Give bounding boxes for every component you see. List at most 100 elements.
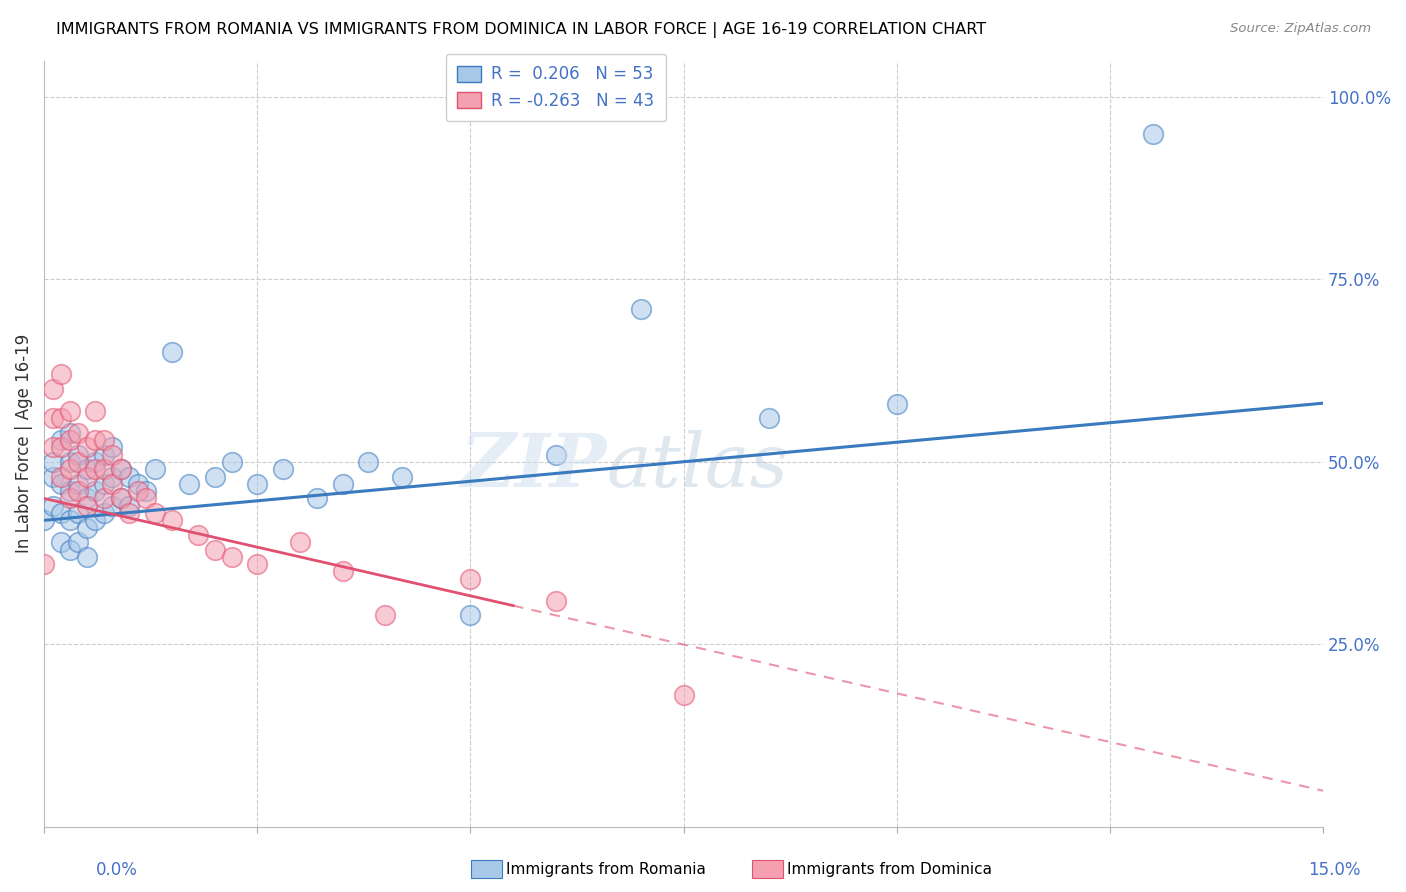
Point	[1142, 127, 1164, 141]
Point	[160, 513, 183, 527]
Point	[76, 441, 98, 455]
Point	[41, 455, 63, 469]
Point	[84, 433, 107, 447]
Point	[41, 411, 63, 425]
Point	[101, 441, 124, 455]
Point	[143, 506, 166, 520]
Point	[51, 506, 73, 520]
Point	[886, 396, 908, 410]
Point	[101, 469, 124, 483]
Point	[93, 476, 115, 491]
Point	[93, 448, 115, 462]
Point	[93, 433, 115, 447]
Point	[305, 491, 328, 506]
Point	[76, 521, 98, 535]
Point	[51, 469, 73, 483]
Point	[187, 528, 209, 542]
Point	[110, 491, 132, 506]
Point	[59, 455, 82, 469]
Point	[93, 462, 115, 476]
Text: Immigrants from Romania: Immigrants from Romania	[506, 863, 706, 877]
Point	[93, 506, 115, 520]
Point	[271, 462, 294, 476]
Point	[544, 593, 567, 607]
Point	[32, 513, 55, 527]
Point	[221, 549, 243, 564]
Point	[59, 425, 82, 440]
Point	[357, 455, 380, 469]
Point	[51, 535, 73, 549]
Point	[51, 476, 73, 491]
Point	[84, 484, 107, 499]
Point	[391, 469, 413, 483]
Point	[67, 484, 90, 499]
Point	[76, 462, 98, 476]
Point	[59, 404, 82, 418]
Point	[118, 499, 141, 513]
Point	[59, 542, 82, 557]
Point	[84, 404, 107, 418]
Point	[135, 491, 157, 506]
Point	[246, 557, 269, 571]
Point	[41, 499, 63, 513]
Point	[204, 542, 226, 557]
Point	[76, 499, 98, 513]
Point	[118, 469, 141, 483]
Point	[160, 345, 183, 359]
Point	[101, 476, 124, 491]
Y-axis label: In Labor Force | Age 16-19: In Labor Force | Age 16-19	[15, 334, 32, 553]
Text: Immigrants from Dominica: Immigrants from Dominica	[787, 863, 993, 877]
Point	[246, 476, 269, 491]
Point	[67, 448, 90, 462]
Point	[51, 441, 73, 455]
Point	[143, 462, 166, 476]
Point	[118, 506, 141, 520]
Point	[59, 484, 82, 499]
Point	[32, 557, 55, 571]
Point	[59, 491, 82, 506]
Point	[101, 448, 124, 462]
Legend: R =  0.206   N = 53, R = -0.263   N = 43: R = 0.206 N = 53, R = -0.263 N = 43	[446, 54, 665, 121]
Point	[110, 462, 132, 476]
Point	[544, 448, 567, 462]
Text: 15.0%: 15.0%	[1309, 861, 1361, 879]
Text: IMMIGRANTS FROM ROMANIA VS IMMIGRANTS FROM DOMINICA IN LABOR FORCE | AGE 16-19 C: IMMIGRANTS FROM ROMANIA VS IMMIGRANTS FR…	[56, 22, 987, 38]
Point	[51, 433, 73, 447]
Point	[332, 476, 354, 491]
Point	[332, 565, 354, 579]
Text: Source: ZipAtlas.com: Source: ZipAtlas.com	[1230, 22, 1371, 36]
Point	[758, 411, 780, 425]
Text: ZIP: ZIP	[461, 431, 607, 503]
Point	[460, 608, 482, 623]
Point	[67, 455, 90, 469]
Point	[41, 441, 63, 455]
Point	[67, 535, 90, 549]
Point	[59, 462, 82, 476]
Point	[127, 476, 149, 491]
Point	[76, 491, 98, 506]
Point	[59, 433, 82, 447]
Point	[51, 368, 73, 382]
Point	[204, 469, 226, 483]
Point	[221, 455, 243, 469]
Point	[84, 462, 107, 476]
Point	[288, 535, 311, 549]
Point	[59, 513, 82, 527]
Point	[76, 549, 98, 564]
Point	[110, 491, 132, 506]
Point	[67, 425, 90, 440]
Point	[101, 499, 124, 513]
Point	[67, 506, 90, 520]
Point	[67, 476, 90, 491]
Point	[93, 491, 115, 506]
Point	[51, 411, 73, 425]
Point	[177, 476, 200, 491]
Point	[127, 484, 149, 499]
Point	[41, 469, 63, 483]
Point	[460, 572, 482, 586]
Point	[41, 382, 63, 396]
Point	[84, 513, 107, 527]
Point	[672, 689, 695, 703]
Text: atlas: atlas	[607, 431, 789, 503]
Point	[630, 301, 652, 316]
